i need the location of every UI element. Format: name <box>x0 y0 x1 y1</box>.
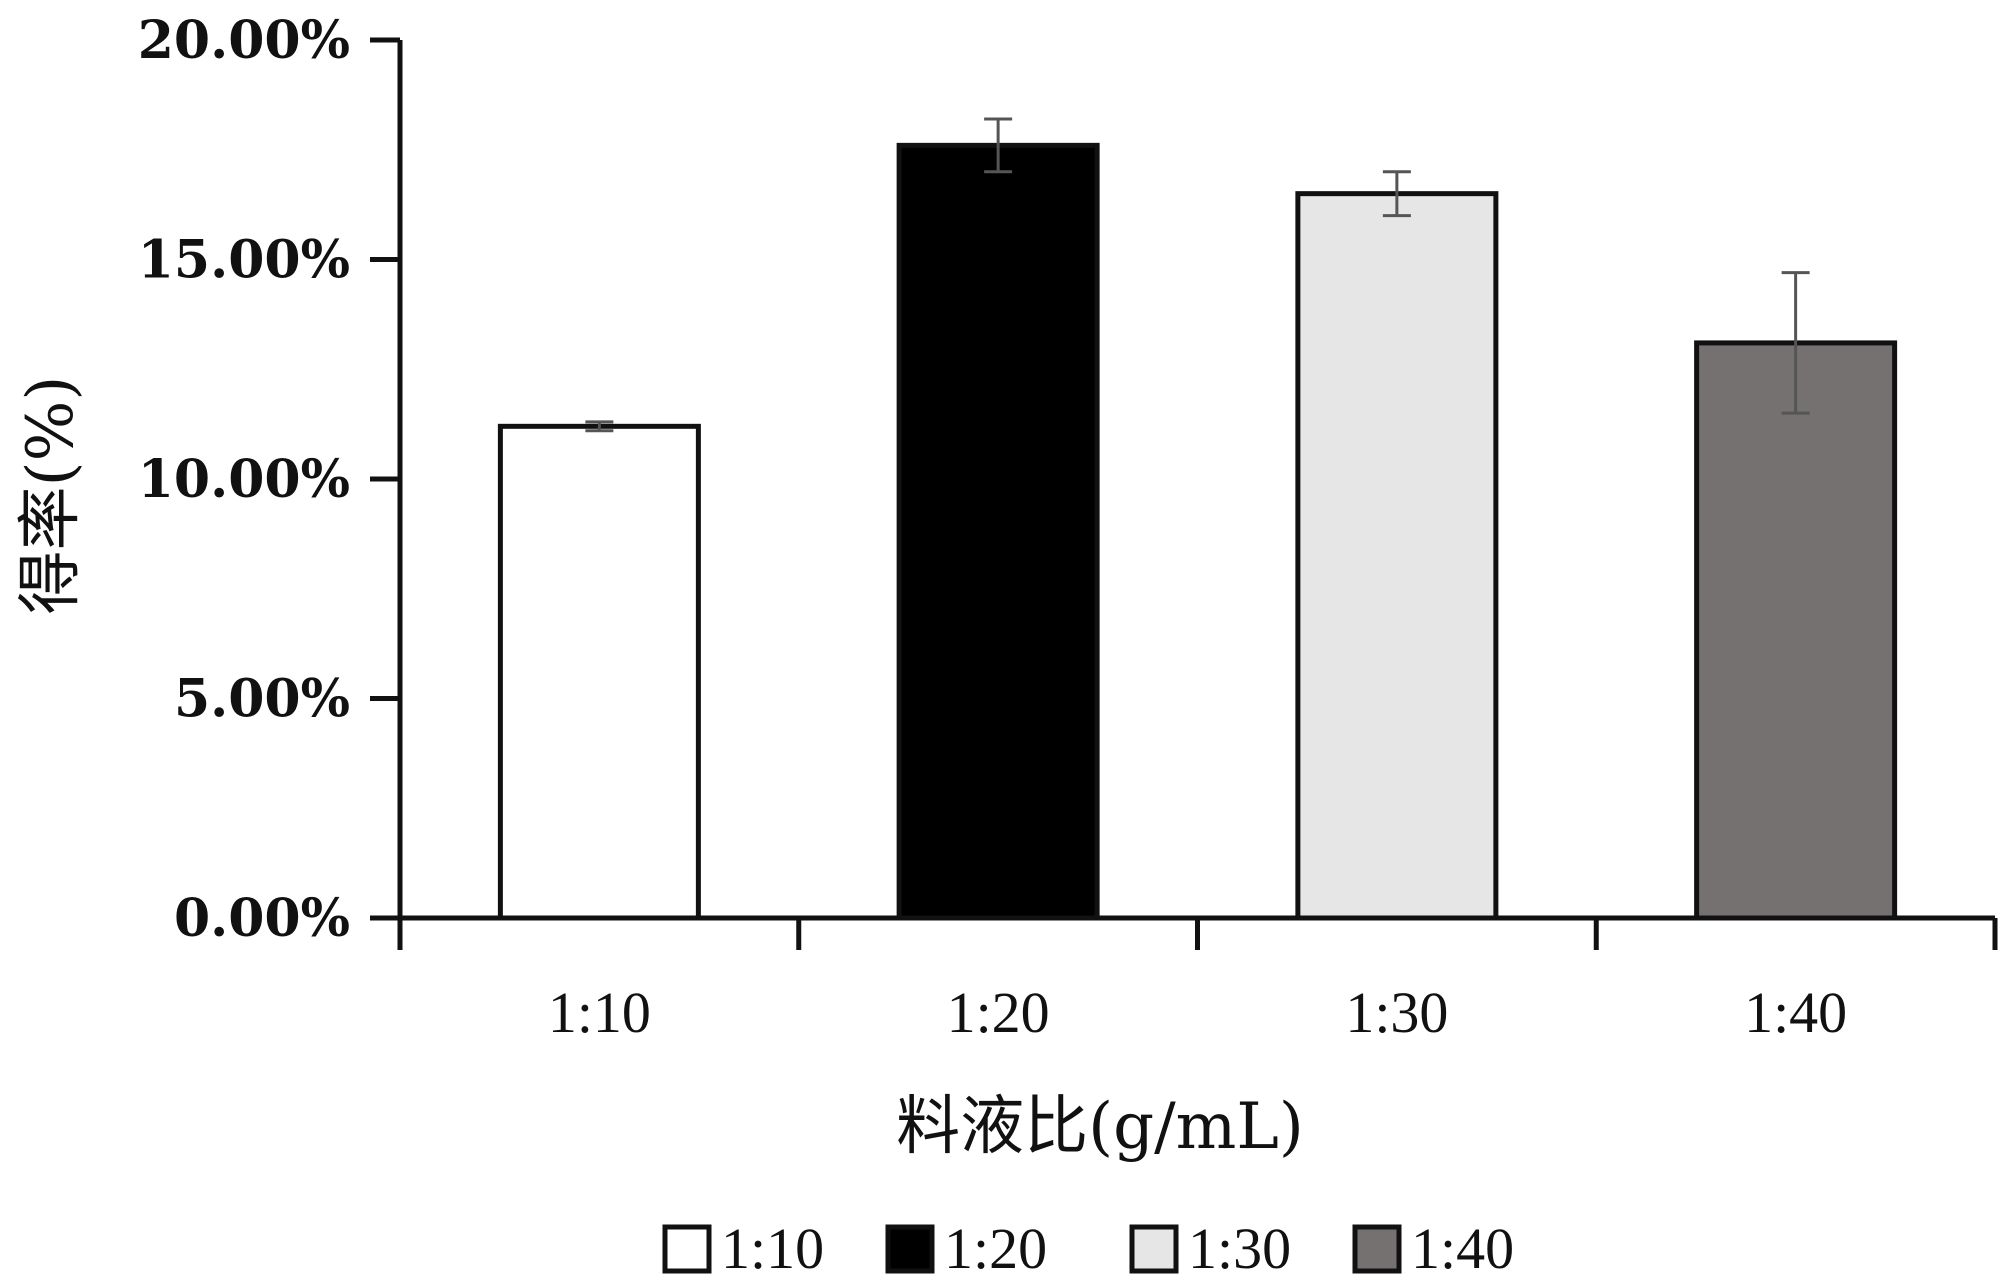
y-tick-label: 0.00% <box>174 888 350 949</box>
bar-1-40 <box>1694 340 1898 921</box>
y-tick-label: 15.00% <box>138 230 350 291</box>
legend-label: 1:40 <box>1411 1216 1514 1281</box>
y-tick-label: 5.00% <box>174 669 350 730</box>
x-category-label: 1:10 <box>548 980 651 1045</box>
bar-1-30 <box>1295 191 1499 921</box>
legend-label: 1:10 <box>721 1216 824 1281</box>
x-axis-ticks: 1:10 1:20 1:30 1:40 <box>397 918 1998 1045</box>
y-axis-ticks: 0.00% 5.00% 10.00% 15.00% 20.00% <box>138 10 400 949</box>
bars <box>497 142 1898 921</box>
y-axis-title: 得率(%) <box>14 376 88 615</box>
y-tick-label: 10.00% <box>138 449 350 510</box>
x-axis-title: 料液比(g/mL) <box>896 1090 1304 1164</box>
x-category-label: 1:20 <box>947 980 1050 1045</box>
legend-label: 1:20 <box>944 1216 1047 1281</box>
legend-swatch <box>1129 1224 1179 1274</box>
bar-1-10 <box>497 423 701 921</box>
x-category-label: 1:30 <box>1345 980 1448 1045</box>
legend-swatch <box>1352 1224 1402 1274</box>
error-bars <box>585 117 1810 433</box>
legend-swatch <box>662 1224 712 1274</box>
legend-label: 1:30 <box>1188 1216 1291 1281</box>
y-tick-label: 20.00% <box>138 10 350 71</box>
legend: 1:10 1:20 1:30 1:40 <box>662 1216 1514 1281</box>
legend-swatch <box>885 1224 935 1274</box>
bar-1-20 <box>896 142 1100 921</box>
x-category-label: 1:40 <box>1744 980 1847 1045</box>
